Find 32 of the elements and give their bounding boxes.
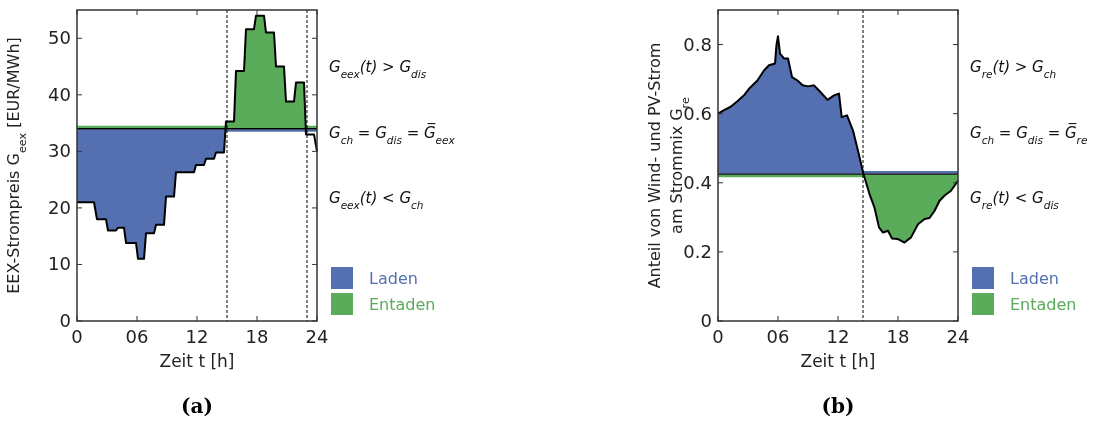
- y-tick-label: 0: [59, 310, 71, 331]
- y-tick-label: 0.4: [683, 171, 712, 193]
- y-tick-label: 30: [48, 140, 71, 162]
- x-axis-title: Zeit t [h]: [159, 351, 235, 371]
- y-tick-label: 40: [48, 83, 71, 105]
- text: G$_{eex}$(t) > G$_{dis}$: [329, 58, 427, 81]
- text: G$_{re}$(t) < G$_{dis}$: [970, 188, 1060, 211]
- y-tick-label: 0: [700, 310, 712, 331]
- x-tick-label: 24: [946, 326, 970, 347]
- legend-label: Entaden: [1010, 295, 1077, 314]
- y-tick-label: 20: [48, 196, 71, 218]
- text: G$_{re}$(t) > G$_{ch}$: [970, 58, 1057, 81]
- legend-label: Entaden: [369, 295, 436, 314]
- y-tick-label: 50: [48, 27, 71, 49]
- x-tick-label: 06: [125, 326, 149, 347]
- text: G$_{eex}$(t) < G$_{ch}$: [329, 188, 424, 211]
- x-tick-label: 12: [185, 326, 209, 347]
- legend-label: Laden: [1010, 269, 1059, 288]
- x-axis-title: Zeit t [h]: [800, 351, 876, 371]
- text: G$_{ch}$ = G$_{dis}$ = G̅$_{re}$: [970, 122, 1088, 146]
- x-tick-label: 18: [245, 326, 269, 347]
- text: G$_{ch}$ = G$_{dis}$ = G̅$_{eex}$: [329, 122, 456, 146]
- x-tick-label: 06: [766, 326, 790, 347]
- y-tick-label: 0.2: [683, 240, 712, 262]
- x-tick-label: 18: [886, 326, 910, 347]
- y-tick-label: 10: [48, 253, 71, 275]
- x-tick-label: 24: [305, 326, 329, 347]
- text: (a): [181, 394, 213, 418]
- legend-label: Laden: [369, 269, 418, 288]
- y-tick-label: 0.8: [683, 33, 712, 55]
- x-tick-label: 12: [826, 326, 850, 347]
- text: (b): [821, 394, 855, 418]
